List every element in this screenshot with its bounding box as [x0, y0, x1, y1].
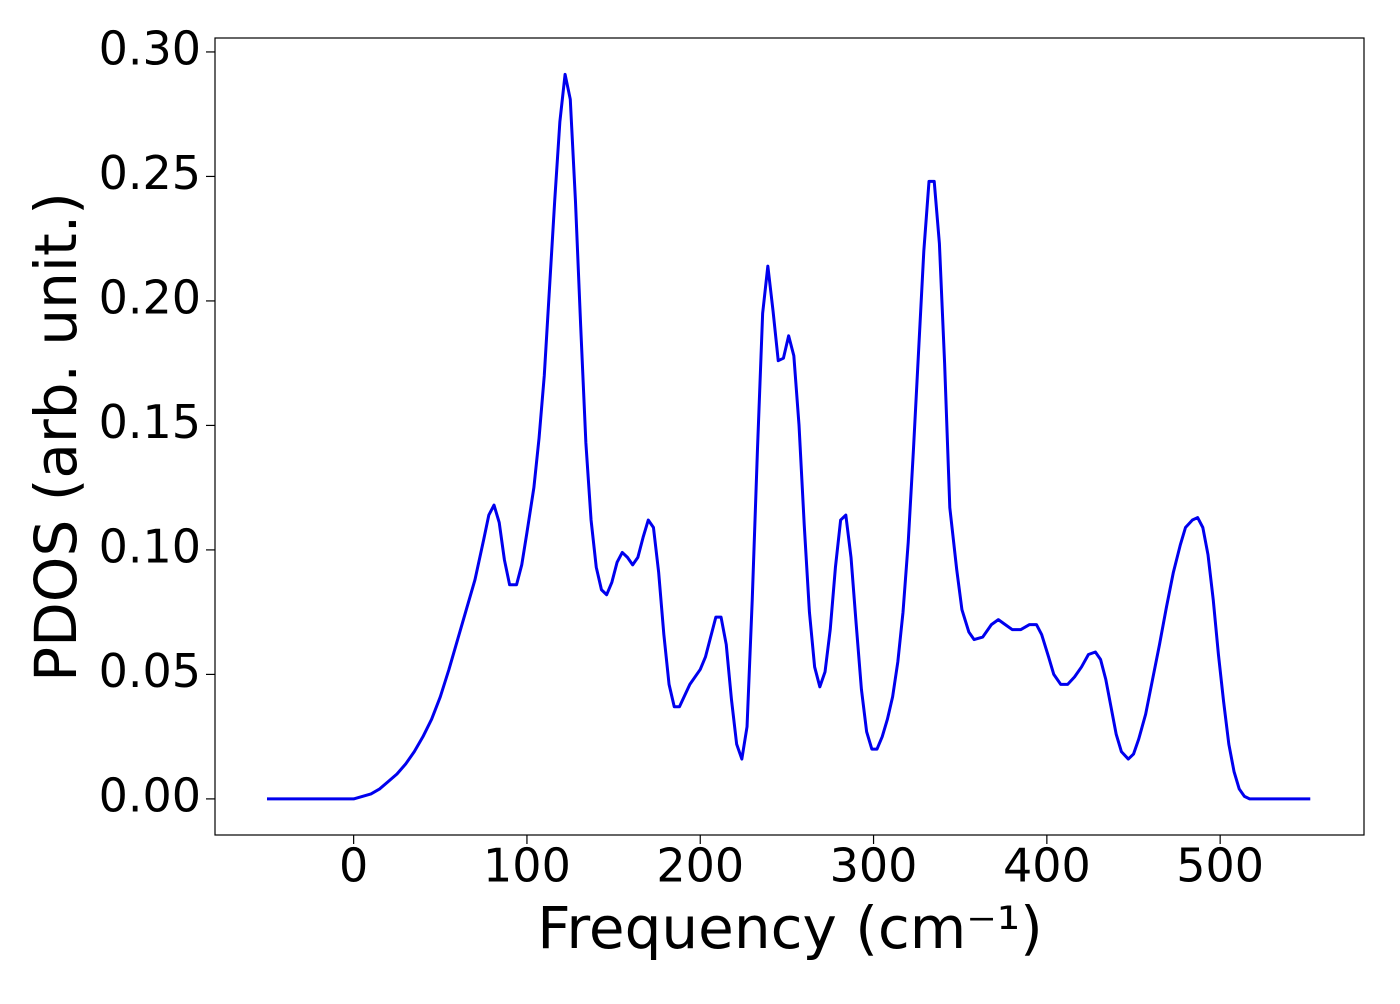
y-axis-label: PDOS (arb. unit.)	[22, 192, 90, 682]
line	[266, 72, 1311, 801]
x-tick-label: 100	[483, 839, 571, 893]
y-tick-label: 0.20	[99, 270, 201, 324]
y-tick-label: 0.15	[99, 395, 201, 449]
y-tick-label: 0.00	[99, 768, 201, 822]
x-axis-label: Frequency (cm⁻¹)	[537, 894, 1043, 962]
y-tick-label: 0.30	[99, 21, 201, 75]
y-tick-label: 0.10	[99, 519, 201, 573]
x-tick-label: 500	[1176, 839, 1264, 893]
plot-frame	[214, 37, 1365, 836]
x-tick-label: 300	[830, 839, 918, 893]
x-tick-label: 400	[1003, 839, 1091, 893]
x-tick-label: 0	[339, 839, 368, 893]
y-tick-label: 0.05	[99, 644, 201, 698]
x-tick-label: 200	[656, 839, 744, 893]
y-tick-label: 0.25	[99, 146, 201, 200]
